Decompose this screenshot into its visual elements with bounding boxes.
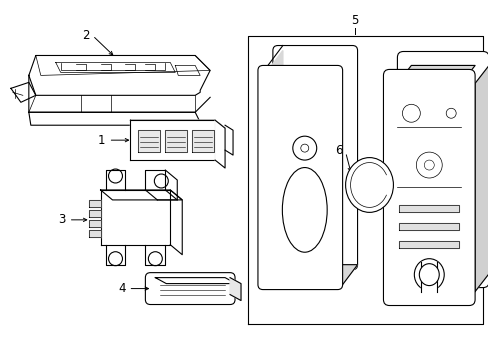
Polygon shape	[88, 210, 101, 217]
Polygon shape	[88, 220, 101, 227]
Text: 1: 1	[98, 134, 105, 147]
FancyBboxPatch shape	[397, 51, 488, 288]
Ellipse shape	[345, 158, 393, 212]
Polygon shape	[474, 66, 488, 292]
Polygon shape	[130, 120, 215, 160]
Polygon shape	[138, 130, 160, 152]
FancyBboxPatch shape	[272, 45, 357, 270]
FancyBboxPatch shape	[383, 69, 474, 306]
Polygon shape	[192, 130, 214, 152]
Polygon shape	[130, 120, 224, 128]
FancyBboxPatch shape	[145, 273, 235, 305]
Text: 3: 3	[58, 213, 65, 226]
Polygon shape	[229, 278, 241, 301]
FancyBboxPatch shape	[258, 66, 342, 289]
Text: 6: 6	[334, 144, 342, 157]
Polygon shape	[399, 241, 458, 248]
Polygon shape	[397, 66, 474, 84]
Polygon shape	[267, 265, 357, 285]
Polygon shape	[267, 50, 282, 285]
Ellipse shape	[413, 259, 443, 291]
Polygon shape	[165, 130, 187, 152]
Ellipse shape	[419, 264, 438, 285]
Text: 4: 4	[118, 282, 125, 295]
Ellipse shape	[282, 167, 326, 252]
Polygon shape	[421, 262, 436, 292]
Polygon shape	[88, 230, 101, 237]
Polygon shape	[399, 223, 458, 230]
Polygon shape	[155, 278, 236, 284]
Polygon shape	[215, 120, 224, 168]
Polygon shape	[88, 200, 101, 207]
Polygon shape	[399, 205, 458, 212]
Text: 2: 2	[82, 29, 89, 42]
Text: 5: 5	[350, 14, 358, 27]
Polygon shape	[101, 190, 170, 245]
